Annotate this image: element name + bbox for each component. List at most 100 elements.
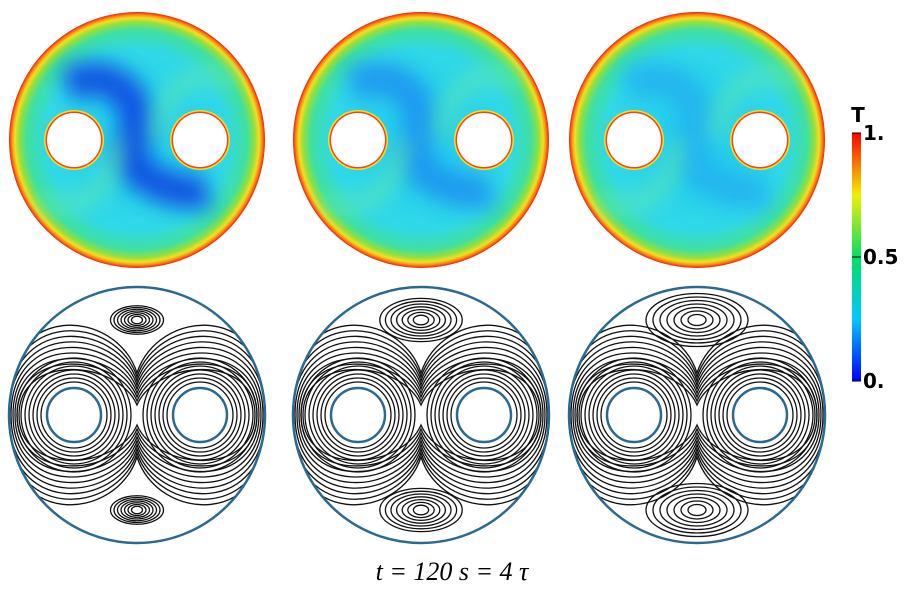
streamline bbox=[652, 296, 742, 344]
caption: t = 120 s = 4 τ bbox=[376, 557, 530, 586]
streamline bbox=[316, 373, 400, 457]
streamline bbox=[718, 373, 802, 457]
streamline bbox=[294, 330, 548, 500]
streamline bbox=[434, 365, 534, 465]
streamline bbox=[596, 377, 672, 453]
inner-wall bbox=[45, 386, 103, 444]
streamline bbox=[296, 352, 546, 478]
streamline bbox=[298, 357, 544, 473]
hole bbox=[733, 113, 787, 167]
streamline bbox=[324, 381, 392, 449]
streamline bbox=[572, 352, 822, 478]
streamline bbox=[580, 361, 688, 469]
streamline-plots bbox=[7, 285, 827, 545]
streamline bbox=[570, 330, 824, 500]
streamline bbox=[18, 369, 256, 461]
streamline bbox=[442, 373, 526, 457]
outer-wall bbox=[567, 285, 827, 545]
temperature-fields bbox=[9, 12, 825, 268]
colorbar-tick-label: 0. bbox=[863, 369, 885, 393]
streamline bbox=[10, 346, 264, 484]
field-detail bbox=[34, 62, 240, 213]
streamline bbox=[592, 373, 676, 457]
streamline bbox=[379, 297, 463, 343]
streamline bbox=[450, 381, 518, 449]
inner-wall bbox=[605, 386, 663, 444]
streamline bbox=[150, 365, 250, 465]
field-detail bbox=[594, 62, 800, 213]
streamline bbox=[576, 363, 818, 467]
streamline bbox=[127, 313, 147, 327]
streamline bbox=[40, 381, 108, 449]
streamline bbox=[412, 314, 430, 326]
hole bbox=[331, 113, 385, 167]
streamline bbox=[574, 357, 820, 473]
cold-swirl bbox=[620, 62, 773, 209]
streamline bbox=[395, 306, 447, 334]
streamline bbox=[584, 365, 684, 465]
streamline bbox=[20, 361, 128, 469]
streamline bbox=[666, 303, 728, 337]
streamline bbox=[294, 335, 548, 495]
streamline bbox=[10, 324, 264, 506]
streamline bbox=[726, 381, 794, 449]
hole bbox=[457, 113, 511, 167]
streamline bbox=[300, 363, 542, 467]
streamline bbox=[10, 341, 264, 489]
cold-swirl bbox=[344, 62, 497, 209]
streamline bbox=[113, 496, 161, 524]
inner-wall bbox=[455, 386, 513, 444]
inner-wall bbox=[329, 386, 387, 444]
streamline bbox=[687, 313, 707, 327]
streamline bbox=[120, 310, 154, 330]
streamline bbox=[302, 369, 540, 461]
outer-wall bbox=[7, 285, 267, 545]
streamline bbox=[673, 496, 721, 524]
streamline bbox=[123, 502, 151, 518]
warm-swirl bbox=[594, 67, 800, 213]
streamline bbox=[401, 308, 441, 332]
streamline bbox=[706, 361, 814, 469]
streamline bbox=[294, 341, 548, 489]
streamlines bbox=[294, 297, 548, 533]
streamline bbox=[109, 495, 165, 525]
hole bbox=[47, 113, 101, 167]
hole bbox=[607, 113, 661, 167]
streamline bbox=[390, 303, 452, 337]
streamline bbox=[600, 381, 668, 449]
streamline bbox=[304, 361, 412, 469]
streamline bbox=[32, 373, 116, 457]
streamline bbox=[401, 498, 441, 522]
streamline bbox=[130, 315, 144, 325]
inner-wall bbox=[731, 386, 789, 444]
streamline bbox=[294, 324, 548, 506]
streamline bbox=[130, 505, 144, 515]
streamline bbox=[116, 498, 158, 522]
streamline bbox=[666, 493, 728, 527]
streamline bbox=[14, 357, 260, 473]
streamline bbox=[10, 335, 264, 495]
streamline bbox=[384, 300, 458, 340]
streamline bbox=[680, 500, 714, 520]
streamline bbox=[390, 493, 452, 527]
streamlines bbox=[570, 292, 824, 538]
streamline bbox=[645, 292, 749, 348]
inner-wall bbox=[171, 386, 229, 444]
streamline bbox=[146, 361, 254, 469]
streamline bbox=[673, 306, 721, 334]
colorbar-tick-label: 1. bbox=[863, 121, 885, 145]
streamline bbox=[162, 377, 238, 453]
streamline bbox=[652, 486, 742, 534]
streamline bbox=[113, 306, 161, 334]
streamline bbox=[680, 310, 714, 330]
streamline bbox=[379, 487, 463, 533]
streamline bbox=[687, 503, 707, 517]
streamline bbox=[123, 312, 151, 328]
streamline bbox=[412, 504, 430, 516]
streamline bbox=[570, 335, 824, 495]
streamline bbox=[407, 501, 435, 519]
streamline bbox=[578, 369, 816, 461]
colorbar-title: T bbox=[851, 103, 865, 127]
streamline bbox=[120, 500, 154, 520]
